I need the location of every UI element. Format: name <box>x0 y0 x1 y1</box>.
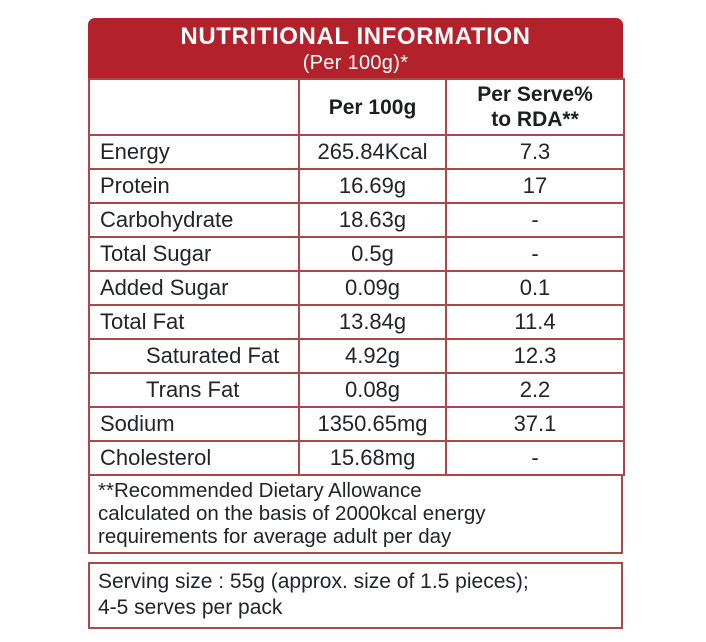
nutrition-label: NUTRITIONAL INFORMATION (Per 100g)* Per … <box>88 18 625 629</box>
column-header-blank <box>88 78 300 136</box>
table-row: Saturated Fat 4.92g 12.3 <box>88 338 625 374</box>
per-serve-line1: Per Serve% <box>477 83 593 106</box>
value-per-100g: 4.92g <box>298 338 447 374</box>
table-row: Total Sugar 0.5g - <box>88 236 625 272</box>
value-per-serve: 2.2 <box>445 372 625 408</box>
value-per-100g: 0.09g <box>298 270 447 306</box>
column-header-per-100g: Per 100g <box>298 78 447 136</box>
rda-footnote: **Recommended Dietary Allowance calculat… <box>88 476 623 554</box>
row-label: Total Sugar <box>88 236 300 272</box>
value-per-serve: 17 <box>445 168 625 204</box>
table-row: Total Fat 13.84g 11.4 <box>88 304 625 340</box>
value-per-100g: 1350.65mg <box>298 406 447 442</box>
serving-size-note: Serving size : 55g (approx. size of 1.5 … <box>88 562 623 629</box>
value-per-100g: 0.5g <box>298 236 447 272</box>
nutrition-table: Per 100g Per Serve% to RDA** Energy 265.… <box>88 78 625 476</box>
value-per-serve: 11.4 <box>445 304 625 340</box>
column-header-per-serve: Per Serve% to RDA** <box>445 78 625 136</box>
rda-footnote-line2: calculated on the basis of 2000kcal ener… <box>98 502 486 525</box>
table-row: Trans Fat 0.08g 2.2 <box>88 372 625 408</box>
value-per-serve: - <box>445 440 625 476</box>
value-per-100g: 13.84g <box>298 304 447 340</box>
table-row: Added Sugar 0.09g 0.1 <box>88 270 625 306</box>
table-subtitle: (Per 100g)* <box>302 52 409 74</box>
row-label: Total Fat <box>88 304 300 340</box>
row-label: Carbohydrate <box>88 202 300 238</box>
value-per-serve: - <box>445 202 625 238</box>
rda-footnote-line1: **Recommended Dietary Allowance <box>98 479 422 502</box>
row-label: Trans Fat <box>88 372 300 408</box>
value-per-100g: 16.69g <box>298 168 447 204</box>
value-per-100g: 15.68mg <box>298 440 447 476</box>
rda-footnote-line3: requirements for average adult per day <box>98 525 452 548</box>
serving-size-line2: 4-5 serves per pack <box>98 596 283 619</box>
row-label: Added Sugar <box>88 270 300 306</box>
table-row: Protein 16.69g 17 <box>88 168 625 204</box>
value-per-serve: 12.3 <box>445 338 625 374</box>
value-per-serve: 7.3 <box>445 134 625 170</box>
value-per-100g: 265.84Kcal <box>298 134 447 170</box>
table-row: Carbohydrate 18.63g - <box>88 202 625 238</box>
value-per-100g: 0.08g <box>298 372 447 408</box>
value-per-serve: 0.1 <box>445 270 625 306</box>
row-label: Protein <box>88 168 300 204</box>
per-serve-line2: to RDA** <box>491 108 579 131</box>
table-row: Energy 265.84Kcal 7.3 <box>88 134 625 170</box>
row-label: Saturated Fat <box>88 338 300 374</box>
row-label: Sodium <box>88 406 300 442</box>
value-per-100g: 18.63g <box>298 202 447 238</box>
table-row: Sodium 1350.65mg 37.1 <box>88 406 625 442</box>
table-title: NUTRITIONAL INFORMATION <box>180 23 531 50</box>
value-per-serve: - <box>445 236 625 272</box>
row-label: Cholesterol <box>88 440 300 476</box>
row-label: Energy <box>88 134 300 170</box>
serving-size-line1: Serving size : 55g (approx. size of 1.5 … <box>98 570 529 593</box>
table-row: Cholesterol 15.68mg - <box>88 440 625 476</box>
header-row: Per 100g Per Serve% to RDA** <box>88 78 625 136</box>
header-band: NUTRITIONAL INFORMATION (Per 100g)* <box>88 18 623 78</box>
value-per-serve: 37.1 <box>445 406 625 442</box>
